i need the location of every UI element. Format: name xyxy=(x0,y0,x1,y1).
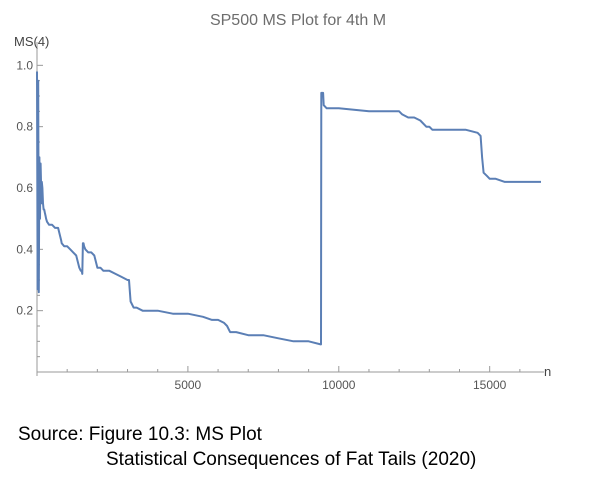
x-tick-label: 5000 xyxy=(175,378,202,392)
y-axis-label: MS(4) xyxy=(14,34,50,49)
series-line xyxy=(36,71,541,346)
series-group xyxy=(36,71,541,346)
x-tick-label: 15000 xyxy=(473,378,507,392)
y-tick-label: 0.6 xyxy=(16,181,33,195)
y-tick-label: 0.4 xyxy=(16,242,33,256)
y-tick-label: 0.8 xyxy=(16,120,33,134)
axes xyxy=(36,42,544,376)
tick-labels: 5000 10000 15000 0.2 0.4 0.6 0.8 1.0 xyxy=(16,58,506,392)
chart-title: SP500 MS Plot for 4th M xyxy=(209,12,387,29)
source-caption: Source: Figure 10.3: MS Plot Statistical… xyxy=(18,422,476,472)
source-line-1: Source: Figure 10.3: MS Plot xyxy=(18,424,262,445)
x-axis-label: n xyxy=(544,364,552,379)
x-tick-label: 10000 xyxy=(322,378,356,392)
y-tick-label: 1.0 xyxy=(16,58,33,72)
y-tick-label: 0.2 xyxy=(16,304,33,318)
tick-marks xyxy=(37,64,521,372)
source-line-2: Statistical Consequences of Fat Tails (2… xyxy=(106,449,477,470)
